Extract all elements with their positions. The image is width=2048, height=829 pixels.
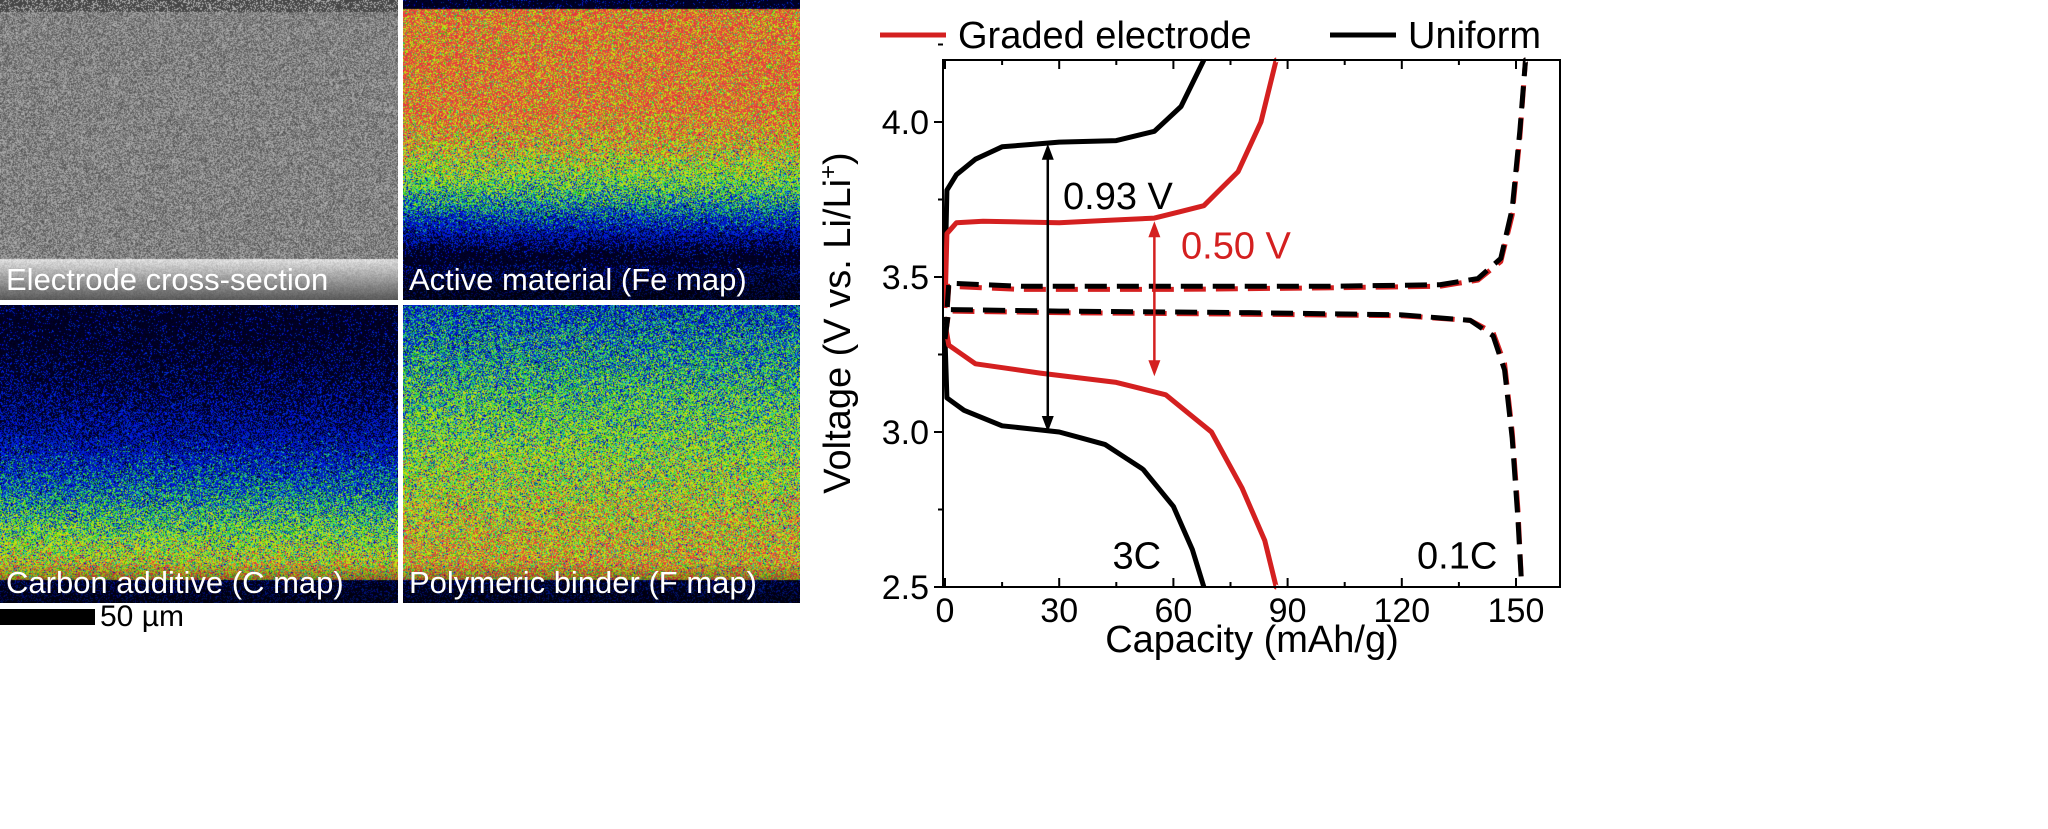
arrow-head-down (1148, 360, 1160, 376)
arrow-head-up (1148, 221, 1160, 237)
x-tick-label: 150 (1488, 592, 1545, 630)
series-line-graded-electrode-3C-discharge (945, 324, 1276, 588)
annotation-label: 0.1C (1417, 535, 1497, 577)
x-axis-label: Capacity (mAh/g) (1105, 619, 1399, 661)
series-line-graded-electrode-0.1C-charge (945, 60, 1526, 339)
series-line-uniform-0.1C-charge (945, 60, 1526, 339)
x-tick-label: 0 (936, 592, 955, 630)
arrow-head-up (1042, 144, 1054, 160)
y-tick-label: 3.5 (882, 259, 929, 297)
series-line-uniform-3C-charge (945, 60, 1204, 277)
legend-label-uniform: Uniform (1408, 15, 1541, 57)
x-tick-label: 30 (1040, 592, 1078, 630)
y-tick-label: 3.0 (882, 414, 929, 452)
y-axis-label: Voltage (V vs. Li/Li+) (815, 152, 859, 493)
annotation-label: 0.50 V (1181, 225, 1292, 267)
annotation-label: 3C (1112, 535, 1161, 577)
legend-label-graded: Graded electrode (958, 15, 1252, 57)
y-tick-label: 4.0 (882, 104, 929, 142)
y-tick-label: 2.5 (882, 569, 929, 607)
legend: Graded electrode Uniform (880, 15, 1541, 57)
annotation-label: 0.93 V (1063, 176, 1174, 218)
